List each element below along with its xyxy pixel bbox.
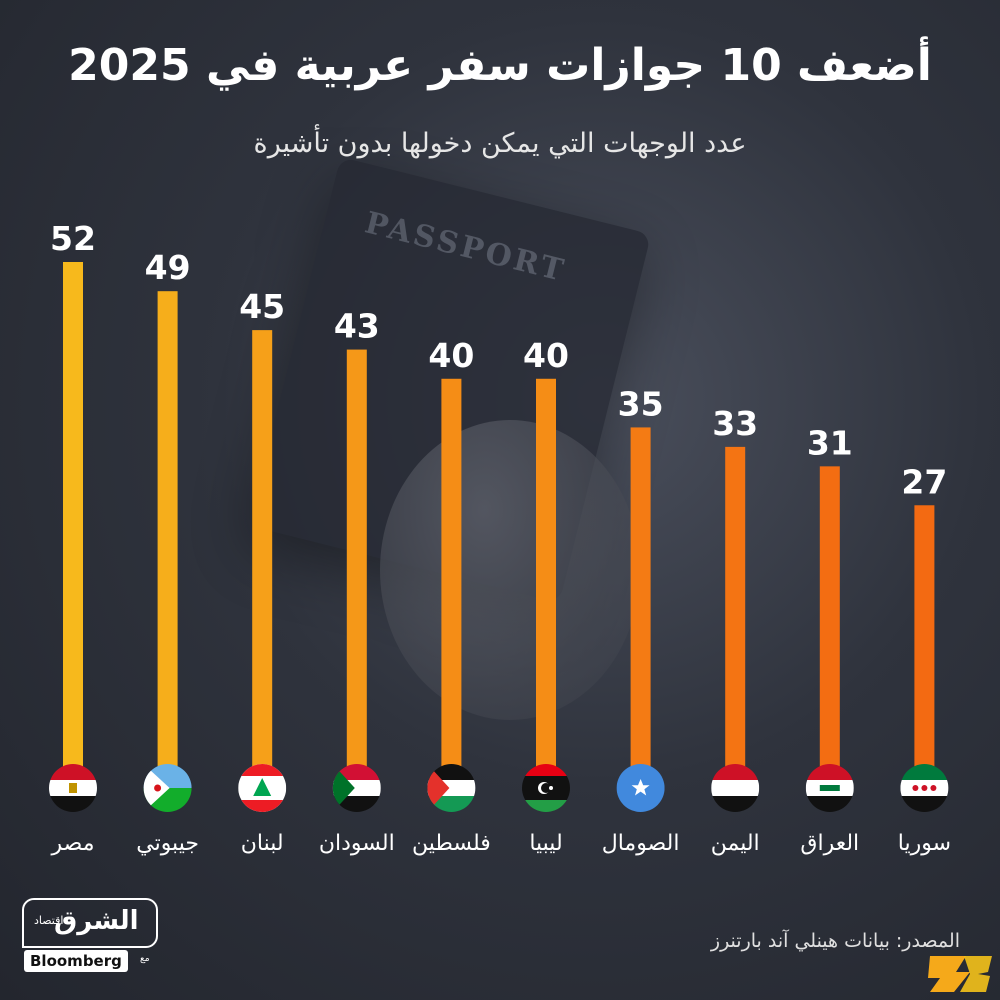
publisher-mark-icon — [928, 956, 992, 992]
bar-3 — [252, 330, 273, 768]
category-label-2: جيبوتي — [136, 831, 199, 856]
category-label-9: العراق — [800, 831, 859, 856]
bar-9 — [819, 466, 840, 768]
category-label-4: السودان — [319, 831, 395, 856]
value-label-9: 31 — [807, 423, 853, 462]
logo-sub-text: اقتصاد — [34, 914, 64, 927]
iraq-flag-icon — [805, 764, 854, 812]
palestine-flag-icon — [427, 764, 476, 812]
bars-group — [63, 262, 935, 768]
category-label-3: لبنان — [241, 831, 284, 856]
bar-6 — [536, 378, 556, 768]
libya-flag-icon — [522, 764, 570, 812]
source-note: المصدر: بيانات هينلي آند بارتنرز — [710, 930, 960, 952]
value-label-10: 27 — [901, 462, 947, 501]
lebanon-flag-icon — [238, 764, 287, 812]
bar-8 — [725, 446, 746, 768]
value-label-1: 52 — [50, 219, 96, 258]
bar-10 — [914, 505, 935, 768]
logo-frame: الشرق اقتصاد — [22, 898, 158, 948]
bar-1 — [63, 262, 83, 768]
bar-2 — [157, 291, 178, 768]
logo-with-text: مع — [140, 954, 150, 964]
chart-subtitle: عدد الوجهات التي يمكن دخولها بدون تأشيرة — [253, 128, 747, 159]
sudan-flag-icon — [332, 764, 381, 812]
somalia-flag-icon — [616, 764, 665, 812]
value-label-5: 40 — [428, 336, 474, 375]
value-label-3: 45 — [239, 287, 285, 326]
logo-main-text: الشرق — [54, 906, 139, 936]
category-label-8: اليمن — [711, 831, 760, 856]
value-labels-group: 52 49 45 43 40 40 35 33 31 27 — [50, 219, 947, 501]
category-label-5: فلسطين — [412, 831, 491, 856]
flags-group — [49, 764, 949, 812]
background-hand — [380, 420, 640, 720]
category-label-7: الصومال — [602, 831, 680, 856]
asharq-bloomberg-logo: الشرق اقتصاد Bloomberg مع — [22, 898, 158, 976]
category-label-6: ليبيا — [529, 831, 562, 856]
djibouti-flag-icon — [143, 764, 192, 812]
bar-5 — [441, 378, 462, 768]
syria-flag-icon — [900, 764, 949, 812]
value-label-4: 43 — [334, 307, 380, 346]
yemen-flag-icon — [711, 764, 760, 812]
bar-7 — [630, 427, 651, 768]
value-label-2: 49 — [145, 248, 191, 287]
value-label-7: 35 — [618, 384, 664, 423]
value-label-6: 40 — [523, 336, 569, 375]
value-label-8: 33 — [712, 404, 758, 443]
category-label-10: سوريا — [898, 831, 951, 856]
egypt-flag-icon — [49, 764, 97, 812]
category-label-1: مصر — [50, 831, 94, 856]
bloomberg-wordmark: Bloomberg — [24, 950, 128, 972]
category-labels-group: مصر جيبوتي لبنان السودان فلسطين ليبيا الصومال ا… — [50, 831, 951, 856]
bar-4 — [346, 349, 367, 768]
chart-title: أضعف 10 جوازات سفر عربية في 2025 — [68, 40, 932, 91]
